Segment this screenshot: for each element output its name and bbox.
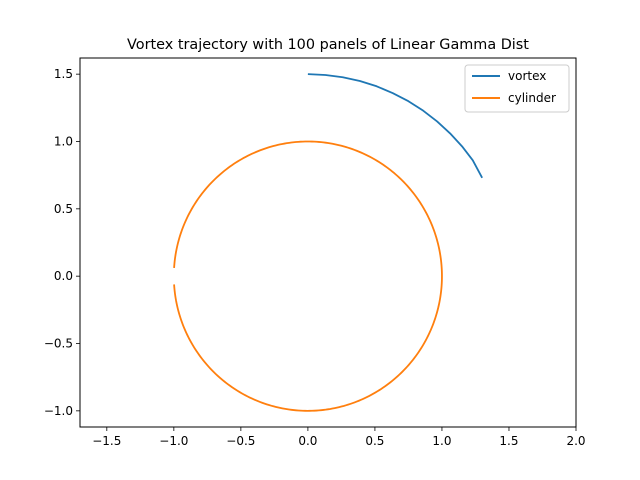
y-tick-label: 0.0 xyxy=(54,269,73,283)
legend: vortex cylinder xyxy=(464,64,570,113)
legend-label-vortex: vortex xyxy=(508,69,546,83)
series-line-vortex xyxy=(307,73,483,179)
y-tick-label: −1.0 xyxy=(44,404,73,418)
x-tick-label: −0.5 xyxy=(226,434,255,448)
x-tick-label: 0.5 xyxy=(365,434,384,448)
y-tick-label: −0.5 xyxy=(44,337,73,351)
chart-title: Vortex trajectory with 100 panels of Lin… xyxy=(127,37,529,53)
plot-frame xyxy=(79,57,577,428)
y-tick-label: 1.5 xyxy=(54,67,73,81)
x-tick-label: −1.0 xyxy=(159,434,188,448)
x-tick-label: 0.0 xyxy=(298,434,317,448)
series-line-cylinder xyxy=(173,140,443,412)
y-tick-label: 0.5 xyxy=(54,202,73,216)
x-tick-label: 1.5 xyxy=(499,434,518,448)
x-tick-label: −1.5 xyxy=(92,434,121,448)
y-axis: −1.0 −0.5 0.0 0.5 1.0 1.5 xyxy=(44,67,80,418)
y-tick-label: 1.0 xyxy=(54,134,73,148)
x-tick-label: 2.0 xyxy=(566,434,585,448)
x-axis: −1.5 −1.0 −0.5 0.0 0.5 1.0 1.5 2.0 xyxy=(92,427,586,448)
series-layer xyxy=(173,73,483,412)
legend-label-cylinder: cylinder xyxy=(508,91,556,105)
x-tick-label: 1.0 xyxy=(432,434,451,448)
